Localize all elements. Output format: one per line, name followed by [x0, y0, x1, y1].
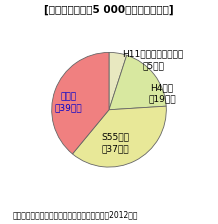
Wedge shape: [52, 52, 109, 154]
Wedge shape: [109, 52, 127, 110]
Text: H4基準
（19％）: H4基準 （19％）: [148, 84, 176, 104]
Wedge shape: [109, 55, 166, 110]
Wedge shape: [72, 106, 166, 167]
Title: [住宅ストック約5 000万戸の断熱性能]: [住宅ストック約5 000万戸の断熱性能]: [44, 4, 174, 15]
Text: 無断熱
（39％）: 無断熱 （39％）: [55, 92, 82, 112]
Text: S55基準
（37％）: S55基準 （37％）: [101, 133, 129, 153]
Text: 統計データ、事業者アンケート等により推計（2012年）: 統計データ、事業者アンケート等により推計（2012年）: [13, 211, 139, 220]
Text: H11基準（現行基準）
（5％）: H11基準（現行基準） （5％）: [123, 50, 184, 70]
